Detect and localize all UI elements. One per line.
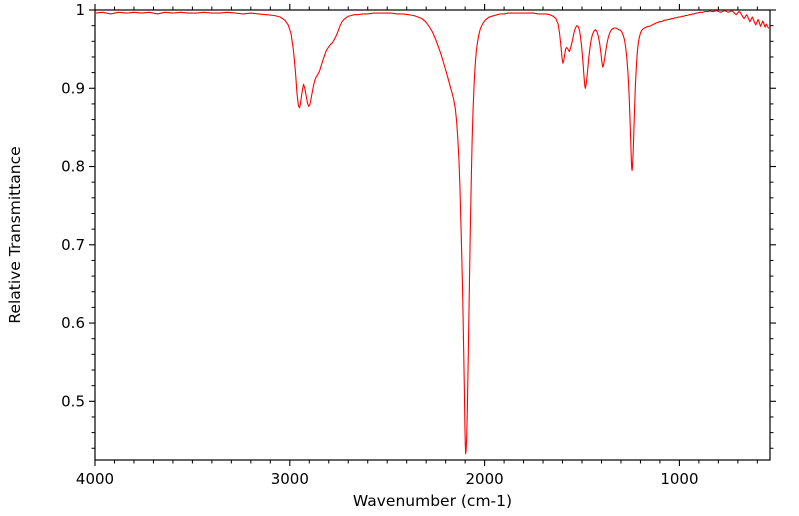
y-tick-label: 0.9 (61, 79, 85, 97)
x-tick-label: 3000 (271, 470, 309, 488)
plot-frame (94, 9, 771, 461)
y-tick-label: 0.5 (61, 392, 85, 410)
y-tick-label: 0.6 (61, 314, 85, 332)
y-tick-label: 1 (75, 1, 85, 19)
x-tick-label: 1000 (660, 470, 698, 488)
spectrum-line (94, 10, 770, 455)
y-axis-label: Relative Transmittance (6, 146, 24, 323)
y-tick-label: 0.8 (61, 158, 85, 176)
x-tick-label: 2000 (466, 470, 504, 488)
x-axis-label: Wavenumber (cm-1) (353, 492, 512, 510)
x-tick-label: 4000 (76, 470, 114, 488)
y-tick-label: 0.7 (61, 236, 85, 254)
